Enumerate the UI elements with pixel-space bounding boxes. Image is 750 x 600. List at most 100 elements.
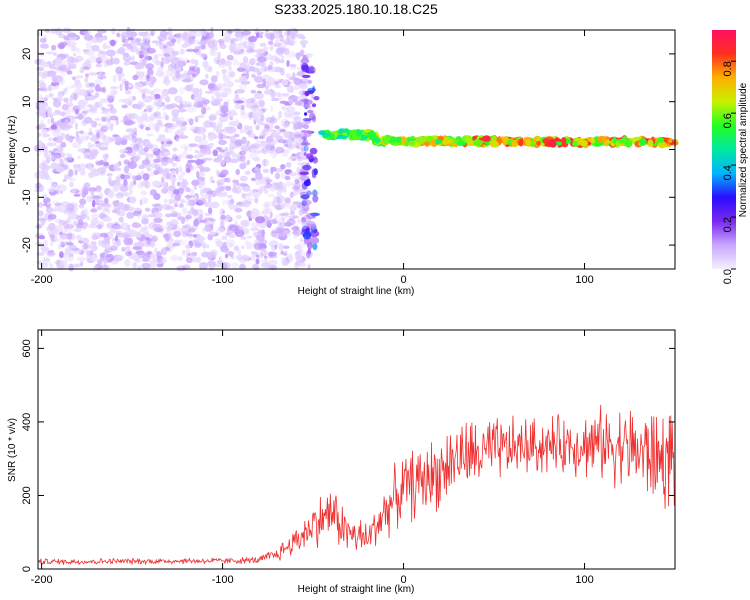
spectrogram-cell [147, 107, 152, 112]
spectrogram-cell [48, 137, 54, 142]
spectrogram-cell [298, 83, 308, 90]
spectrogram-cell [59, 233, 70, 240]
spectrogram-cell [253, 157, 261, 162]
spectrogram-cell [277, 221, 283, 226]
spectrogram-cell [102, 153, 109, 160]
spectrogram-cell [192, 48, 200, 53]
spectrogram-cell [123, 178, 128, 187]
spectrogram-cell [140, 88, 150, 95]
spectrogram-cell [250, 177, 257, 182]
spectrogram-cell [298, 262, 307, 267]
spectrogram-cell [248, 36, 258, 43]
spectrogram-cell [178, 227, 189, 232]
spectrogram-ylabel: Frequency (Hz) [7, 116, 18, 185]
spectrogram-cell [191, 73, 197, 78]
spectrogram-cell [202, 133, 207, 141]
spectrogram-cell [117, 46, 126, 55]
spectrogram-cell [232, 183, 237, 189]
spectrogram-cell [43, 86, 49, 93]
spectrogram-cell [123, 237, 130, 246]
spectrogram-cell [146, 68, 154, 77]
spectrogram-cell [237, 249, 242, 255]
spectrogram-cell [293, 78, 303, 86]
spectrogram-cell [229, 135, 236, 144]
spectrogram-cell [128, 30, 132, 34]
spectrogram-cell [251, 73, 256, 78]
spectrogram-cell [240, 48, 245, 54]
spectrogram-cell [299, 49, 305, 57]
spectrogram-cell [285, 162, 292, 168]
spectrogram-cell [97, 142, 106, 146]
spectrogram-cell [149, 74, 153, 78]
spectrogram-cell [166, 158, 172, 163]
spectrogram-cell [95, 161, 103, 166]
spectrogram-cell [194, 59, 199, 66]
spectrogram-cell [286, 138, 295, 145]
spectrogram-cell [112, 185, 120, 192]
spectrogram-cell [42, 145, 49, 154]
spectrogram-cell [131, 148, 139, 152]
spectrogram-cell [66, 41, 77, 47]
spectrogram-cell [286, 35, 292, 42]
spectrogram-cell [109, 39, 116, 47]
spectrogram-cell [279, 204, 286, 208]
colorbar-label: Normalized spectral amplitude [738, 82, 749, 217]
spectrogram-cell [106, 207, 111, 214]
spectrogram-cell [180, 181, 189, 187]
spectrogram-cell [215, 241, 224, 247]
spectrogram-cell [260, 249, 268, 257]
spectrogram-cell [80, 167, 85, 176]
spectrogram-cell [211, 95, 215, 102]
spectrogram-cell [56, 94, 64, 102]
spectrogram-cell [668, 138, 673, 143]
spectrogram-cell [52, 148, 58, 152]
spectrogram-cell [299, 78, 310, 84]
spectrogram-cell [242, 222, 249, 229]
spectrogram-cell [228, 71, 236, 78]
spectrogram-cell [107, 189, 116, 197]
spectrogram-cell [105, 153, 109, 158]
spectrogram-cell [249, 112, 254, 118]
spectrogram-cell [268, 40, 274, 45]
spectrogram-cell [91, 235, 99, 241]
spectrogram-cell [196, 100, 207, 109]
spectrogram-cell [144, 181, 151, 189]
spectrogram-cell [250, 105, 260, 111]
spectrogram-cell [110, 86, 119, 90]
spectrogram-cell [169, 219, 179, 227]
spectrogram-cell [256, 234, 265, 242]
spectrogram-cell [197, 176, 206, 182]
spectrogram-cell [64, 225, 69, 233]
spectrogram-cell [239, 175, 248, 182]
spectrogram-cell [216, 70, 220, 78]
spectrogram-cell [197, 198, 207, 205]
spectrogram-xlabel: Height of straight line (km) [298, 286, 415, 297]
spectrogram-cell [291, 35, 295, 39]
spectrogram-cell [84, 77, 89, 83]
spectrogram-cell [119, 83, 123, 92]
spectrogram-cell [188, 65, 196, 70]
spectrogram-cell [356, 129, 362, 137]
spectrogram-cell [292, 111, 301, 116]
spectrogram-cell [166, 242, 172, 249]
spectrogram-cell [63, 159, 69, 166]
spectrogram-cell [75, 48, 81, 54]
spectrogram-cell [260, 115, 265, 121]
spectrogram-cell [301, 80, 311, 87]
spectrogram-cell [103, 256, 111, 261]
spectrogram-cell [256, 56, 267, 63]
spectrogram-cell [146, 133, 154, 137]
spectrogram-cell [292, 230, 299, 235]
spectrogram-cell [56, 166, 65, 173]
spectrogram-cell [200, 188, 204, 196]
spectrogram-cell [147, 143, 154, 149]
spectrogram-cell [121, 104, 128, 109]
spectrogram-cell [249, 227, 260, 232]
spectrogram-cell [47, 208, 54, 216]
spectrogram-cell [178, 174, 184, 182]
spectrogram-cell [263, 46, 269, 50]
spectrogram-cell [224, 253, 229, 259]
spectrogram-cell [280, 250, 285, 255]
spectrogram-cell [103, 161, 110, 167]
spectrogram-cell [75, 83, 82, 89]
